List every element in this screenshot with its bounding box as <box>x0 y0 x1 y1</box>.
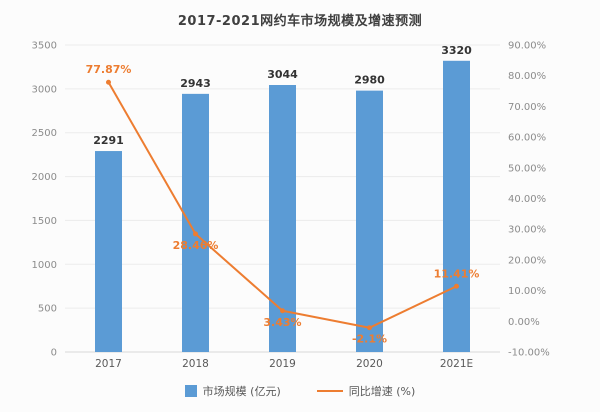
bar <box>269 84 296 352</box>
bar-value-label: 2291 <box>93 134 124 147</box>
right-axis-tick-label: 40.00% <box>508 194 546 205</box>
left-axis-tick-label: 2000 <box>32 172 57 183</box>
growth-point <box>454 283 459 289</box>
legend-item-market-size: 市场规模 (亿元) <box>184 383 281 399</box>
legend-label-market-size: 市场规模 (亿元) <box>202 385 281 398</box>
x-axis-label: 2017 <box>95 358 122 370</box>
legend-item-growth: 同比增速 (%) <box>316 383 416 399</box>
left-axis-tick-label: 0 <box>51 348 57 359</box>
bar-value-label: 3044 <box>267 68 298 81</box>
bar <box>95 151 122 352</box>
growth-value-label: 28.46% <box>173 239 219 252</box>
right-axis-tick-label: 70.00% <box>508 102 546 113</box>
chart-canvas: 0 500 1000 1500 2000 2500 3000 3500 -10.00% 0.00%… <box>32 41 550 371</box>
left-axis-tick-label: 500 <box>38 304 57 315</box>
growth-value-label: -2.1% <box>352 333 387 346</box>
bar-value-label: 2980 <box>354 74 385 87</box>
growth-value-label: 3.43% <box>263 316 301 329</box>
growth-value-label: 77.87% <box>86 63 132 76</box>
growth-point <box>106 79 111 85</box>
left-axis-tick-label: 2500 <box>32 128 57 139</box>
right-axis-tick-label: 50.00% <box>508 163 546 174</box>
bar-value-label: 3320 <box>441 44 472 57</box>
right-axis-tick-label: 60.00% <box>508 133 546 144</box>
x-axis-label: 2021E <box>440 358 473 370</box>
left-axis-tick-label: 1000 <box>32 260 57 271</box>
bar-legend-swatch <box>184 385 197 397</box>
right-axis-tick-label: -10.00% <box>508 348 550 359</box>
legend: 市场规模 (亿元) 同比增速 (%) <box>0 383 600 399</box>
growth-value-label: 11.41% <box>434 267 480 280</box>
right-axis-tick-label: 20.00% <box>508 255 546 266</box>
right-axis-tick-label: 0.00% <box>508 317 540 328</box>
line-legend-swatch <box>316 390 343 392</box>
chart-title: 2017-2021网约车市场规模及增速预测 <box>177 14 423 29</box>
legend-label-growth: 同比增速 (%) <box>348 385 416 398</box>
right-axis-tick-label: 90.00% <box>508 41 546 52</box>
right-axis-tick-label: 80.00% <box>508 71 546 82</box>
left-axis-tick-label: 3000 <box>32 84 57 95</box>
x-axis-label: 2018 <box>182 358 209 370</box>
x-axis-label: 2019 <box>269 358 296 370</box>
left-axis-tick-label: 3500 <box>32 41 57 52</box>
growth-point <box>280 308 285 314</box>
right-axis-tick-label: 10.00% <box>508 286 546 297</box>
bar <box>356 90 383 353</box>
left-axis-tick-label: 1500 <box>32 216 57 227</box>
growth-point <box>193 231 198 237</box>
right-axis-tick-label: 30.00% <box>508 225 546 236</box>
x-axis-label: 2020 <box>356 358 383 370</box>
bar <box>443 60 470 352</box>
bar <box>182 93 209 352</box>
growth-point <box>367 325 372 331</box>
bar-value-label: 2943 <box>180 77 211 90</box>
